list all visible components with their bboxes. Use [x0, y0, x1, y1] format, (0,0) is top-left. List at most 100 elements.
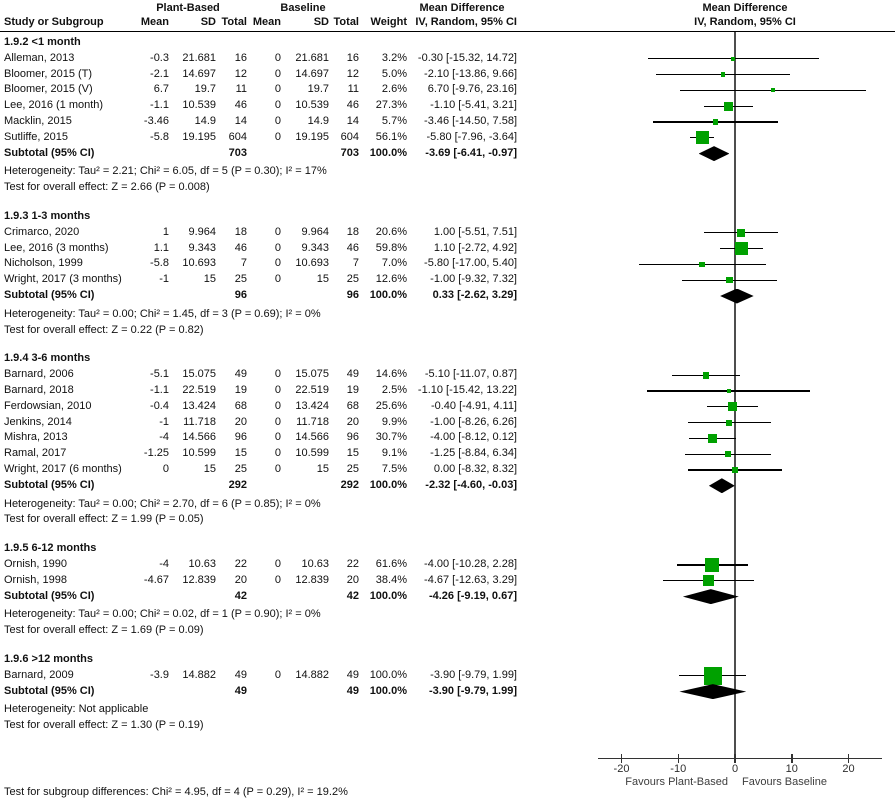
bl-sd: 10.539	[295, 99, 329, 112]
bl-sd: 9.964	[301, 225, 329, 238]
pb-total: 604	[228, 130, 247, 143]
weight: 9.1%	[381, 447, 407, 460]
study-row: Alleman, 2013 -0.3 21.681 16 0 21.681 16 3.2% -0…	[4, 51, 517, 67]
pb-total: 22	[234, 558, 247, 570]
effect-header-line1: Mean Difference	[419, 2, 505, 14]
study-row: Sutliffe, 2015 -5.8 19.195 604 0 19.195 604 56.…	[4, 130, 517, 146]
bl-total: 15	[346, 447, 359, 460]
bl-total: 16	[346, 51, 359, 64]
bl-total: 96	[346, 289, 359, 301]
pb-mean: -4	[159, 558, 169, 570]
pb-sd: 12.839	[182, 573, 216, 586]
subtotal-diamond	[698, 146, 730, 162]
pb-sd	[169, 589, 216, 605]
pb-sd	[169, 146, 216, 162]
pb-total: 42	[234, 589, 247, 602]
study-name: Barnard, 2006	[4, 368, 74, 381]
md-ci: -3.90 [-9.79, 1.99]	[430, 668, 517, 681]
study-name: Bloomer, 2015 (T)	[4, 67, 93, 80]
overall-effect-note: Test for overall effect: Z = 1.69 (P = 0…	[4, 624, 204, 637]
pb-mean	[129, 478, 169, 494]
pb-total: 7	[240, 257, 247, 270]
effect-square	[702, 371, 710, 379]
pb-mean: -4	[159, 431, 169, 444]
bl-sd: 15	[316, 273, 329, 286]
bl-total: 12	[346, 67, 359, 80]
effect-square	[736, 228, 745, 237]
pb-mean: -1	[159, 415, 169, 428]
effect-square	[699, 261, 705, 268]
bl-total: 42	[346, 589, 359, 602]
pb-sd: 10.539	[182, 99, 216, 112]
group-header-baseline: Baseline	[280, 2, 326, 14]
pb-total: 16	[234, 51, 247, 64]
group-header-plant-based: Plant-Based	[156, 2, 220, 14]
header-rule	[0, 30, 895, 32]
bl-total: 46	[346, 241, 359, 254]
study-name: Lee, 2016 (1 month)	[4, 99, 104, 112]
study-name: Sutliffe, 2015	[4, 130, 69, 143]
column-header-pb-sd: SD	[200, 16, 216, 28]
pb-mean: -4.67	[143, 573, 169, 586]
pb-total: 292	[228, 478, 247, 491]
column-header-pb-total: Total	[221, 16, 247, 28]
bl-total: 68	[346, 399, 359, 412]
md-ci: -4.00 [-10.28, 2.28]	[424, 558, 517, 570]
axis-tick-label: -20	[613, 763, 630, 775]
bl-mean: 0	[274, 668, 281, 681]
overall-effect-note: Test for overall effect: Z = 2.66 (P = 0…	[4, 181, 210, 194]
md-ci: -3.69 [-6.41, -0.97]	[425, 146, 517, 159]
study-name: Alleman, 2013	[4, 51, 75, 64]
bl-sd: 22.519	[295, 384, 329, 396]
md-ci: -1.25 [-8.84, 6.34]	[430, 447, 517, 460]
weight: 5.0%	[381, 67, 407, 80]
bl-sd: 19.7	[307, 83, 329, 96]
study-name: Wright, 2017 (6 months)	[4, 463, 122, 475]
effect-square	[712, 119, 718, 125]
bl-total: 7	[352, 257, 359, 270]
weight: 7.5%	[381, 463, 407, 475]
bl-mean: 0	[274, 67, 281, 80]
effect-square	[726, 388, 731, 394]
effect-square	[703, 575, 714, 587]
md-ci: 6.70 [-9.76, 23.16]	[427, 83, 517, 96]
bl-mean: 0	[274, 399, 281, 412]
bl-sd	[281, 146, 329, 162]
axis-tick-label: -10	[670, 763, 687, 775]
bl-sd	[281, 684, 329, 700]
study-row: Lee, 2016 (3 months) 1.1 9.343 46 0 9.343 46 59…	[4, 241, 517, 257]
bl-sd: 21.681	[295, 51, 329, 64]
subtotal-row: Subtotal (95% CI) 49 49 100.0% -3.90 [-9.79,…	[4, 684, 517, 700]
effect-square	[707, 433, 718, 444]
bl-total: 96	[346, 431, 359, 444]
pb-mean: -1	[159, 273, 169, 286]
weight: 30.7%	[375, 431, 407, 444]
weight: 25.6%	[375, 399, 407, 412]
pb-mean: -3.46	[143, 115, 169, 127]
pb-mean: -1.25	[143, 447, 169, 460]
bl-mean	[247, 288, 281, 304]
study-row: Lee, 2016 (1 month) -1.1 10.539 46 0 10.539 46…	[4, 98, 517, 114]
bl-mean: 0	[274, 463, 281, 475]
subtotal-diamond	[682, 589, 739, 605]
weight: 100.0%	[369, 684, 407, 697]
bl-sd: 12.839	[295, 573, 329, 586]
weight: 7.0%	[381, 257, 407, 270]
pb-mean: -2.1	[150, 67, 169, 80]
weight: 100.0%	[369, 289, 407, 301]
pb-total: 49	[234, 368, 247, 381]
bl-mean	[247, 146, 281, 162]
effect-square	[732, 467, 738, 473]
bl-total: 18	[346, 225, 359, 238]
heterogeneity-note: Heterogeneity: Tau² = 0.00; Chi² = 0.02,…	[4, 608, 321, 621]
bl-total: 703	[340, 146, 359, 159]
md-ci: 1.00 [-5.51, 7.51]	[433, 225, 517, 238]
bl-sd: 15.075	[295, 368, 329, 381]
weight: 100.0%	[369, 478, 407, 491]
overall-effect-note: Test for overall effect: Z = 0.22 (P = 0…	[4, 323, 204, 336]
bl-sd	[281, 478, 329, 494]
subtotal-row: Subtotal (95% CI) 96 96 100.0% 0.33 [-2.62, …	[4, 288, 517, 304]
bl-mean: 0	[274, 130, 281, 143]
bl-sd: 13.424	[295, 399, 329, 412]
effect-header-line2: IV, Random, 95% CI	[415, 16, 517, 28]
